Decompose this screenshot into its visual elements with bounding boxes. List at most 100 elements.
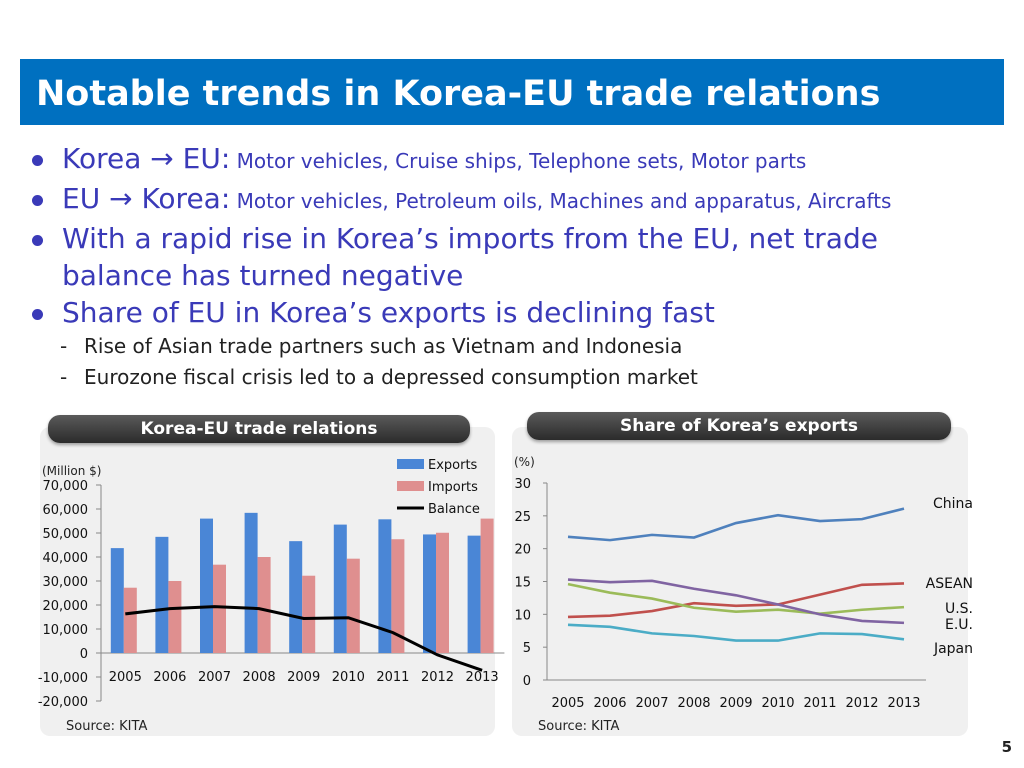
x-tick-label: 2012 xyxy=(421,670,454,685)
bullet-main: Share of EU in Korea’s exports is declin… xyxy=(62,296,715,329)
x-tick-label: 2012 xyxy=(845,696,878,711)
y-tick-label: 60,000 xyxy=(43,503,89,518)
bullet-trade-balance: With a rapid rise in Korea’s imports fro… xyxy=(30,220,1010,294)
title-bar: Notable trends in Korea-EU trade relatio… xyxy=(20,59,1004,125)
slide-title: Notable trends in Korea-EU trade relatio… xyxy=(36,74,881,114)
sub-bullet-text: Rise of Asian trade partners such as Vie… xyxy=(84,334,683,358)
bar-exports xyxy=(110,548,124,653)
bar-imports xyxy=(480,518,494,653)
x-tick-label: 2005 xyxy=(551,696,584,711)
x-tick-label: 2013 xyxy=(466,670,499,685)
x-tick-label: 2013 xyxy=(887,696,920,711)
bullet-dot-icon xyxy=(32,195,43,206)
y-tick-label: 10,000 xyxy=(43,623,89,638)
y-tick-label: 0 xyxy=(80,647,88,662)
y-tick-label: 20 xyxy=(514,543,531,558)
legend-swatch-imports xyxy=(397,481,424,491)
x-tick-label: 2007 xyxy=(198,670,231,685)
x-tick-label: 2006 xyxy=(593,696,626,711)
y-tick-label: 70,000 xyxy=(43,479,89,494)
x-tick-label: 2008 xyxy=(677,696,710,711)
trade-bar-chart: (Million $)70,000 60,000 50,000 40,000 30,00… xyxy=(38,458,505,734)
dash-icon: - xyxy=(60,334,68,358)
bar-exports xyxy=(289,541,303,653)
page-number: 5 xyxy=(1001,738,1012,756)
chart-source: Source: KITA xyxy=(66,719,147,734)
x-tick-label: 2009 xyxy=(287,670,320,685)
legend-label-balance: Balance xyxy=(428,502,480,517)
series-line-asean xyxy=(567,582,905,619)
y-axis-unit: (Million $) xyxy=(42,464,101,478)
y-tick-label: 5 xyxy=(523,641,531,656)
series-line-japan xyxy=(567,623,905,642)
legend-label-imports: Imports xyxy=(428,480,478,495)
bar-imports xyxy=(168,581,182,653)
series-line-eu xyxy=(567,578,905,625)
y-tick-label: 30 xyxy=(514,477,531,492)
balance-line xyxy=(125,605,483,672)
chart-source: Source: KITA xyxy=(538,719,619,734)
bar-exports xyxy=(155,536,169,653)
bullet-line-1: With a rapid rise in Korea’s imports fro… xyxy=(62,222,878,255)
series-line-china xyxy=(567,507,905,542)
bar-imports xyxy=(257,557,271,653)
sub-bullet-text: Eurozone fiscal crisis led to a depresse… xyxy=(84,365,698,389)
y-tick-label: 40,000 xyxy=(43,551,89,566)
bar-exports xyxy=(378,519,392,653)
bar-imports xyxy=(436,532,449,653)
bar-exports xyxy=(333,524,347,653)
bullet-list: Korea → EU: Motor vehicles, Cruise ships… xyxy=(30,140,1010,393)
bullet-eu-share: Share of EU in Korea’s exports is declin… xyxy=(30,294,1010,331)
bullet-dot-icon xyxy=(32,309,43,320)
x-tick-label: 2011 xyxy=(376,670,409,685)
x-tick-label: 2010 xyxy=(332,670,365,685)
series-label-eu: E.U. xyxy=(945,617,973,633)
series-label-asean: ASEAN xyxy=(926,576,973,592)
sub-bullet: - Eurozone fiscal crisis led to a depres… xyxy=(30,362,1010,393)
series-label-japan: Japan xyxy=(933,641,973,657)
bar-imports xyxy=(302,575,316,653)
bar-imports xyxy=(123,587,137,653)
series-label-us: U.S. xyxy=(945,601,973,617)
bar-exports xyxy=(467,535,481,653)
share-line-chart: (%) 30 25 20 15 10 5 0 2005 2006 2007 2008 2009 2010 2… xyxy=(514,455,973,734)
bar-exports xyxy=(423,534,436,653)
y-tick-label: 25 xyxy=(514,510,531,525)
legend-swatch-exports xyxy=(397,459,424,469)
bullet-detail: Motor vehicles, Cruise ships, Telephone … xyxy=(230,149,807,173)
bullet-main: Korea → EU: xyxy=(62,142,231,175)
y-tick-label: 50,000 xyxy=(43,527,89,542)
x-tick-label: 2007 xyxy=(635,696,668,711)
bullet-dot-icon xyxy=(32,155,43,166)
y-tick-label: 10 xyxy=(514,608,531,623)
legend-label-exports: Exports xyxy=(428,458,478,473)
y-axis-unit: (%) xyxy=(514,455,535,469)
sub-bullet: - Rise of Asian trade partners such as V… xyxy=(30,331,1010,362)
bullet-main: EU → Korea: xyxy=(62,182,231,215)
bar-imports xyxy=(391,539,405,653)
y-tick-label: 15 xyxy=(514,576,531,591)
bullet-line-2: balance has turned negative xyxy=(62,259,464,292)
bullet-eu-to-korea: EU → Korea: Motor vehicles, Petroleum oi… xyxy=(30,180,1010,220)
x-tick-label: 2006 xyxy=(153,670,186,685)
bullet-detail: Motor vehicles, Petroleum oils, Machines… xyxy=(230,189,892,213)
x-tick-label: 2008 xyxy=(243,670,276,685)
y-tick-label: 0 xyxy=(523,674,531,689)
trade-chart-title: Korea-EU trade relations xyxy=(48,415,470,443)
bullet-dot-icon xyxy=(32,235,43,246)
y-tick-label: 30,000 xyxy=(43,575,89,590)
y-tick-label: -20,000 xyxy=(38,695,88,710)
y-tick-label: 20,000 xyxy=(43,599,89,614)
bar-exports xyxy=(244,512,258,653)
bar-imports xyxy=(346,558,360,653)
x-tick-label: 2009 xyxy=(719,696,752,711)
series-line-us xyxy=(567,582,905,615)
dash-icon: - xyxy=(60,365,68,389)
x-tick-label: 2005 xyxy=(109,670,142,685)
share-chart-title: Share of Korea’s exports xyxy=(527,412,951,440)
x-tick-label: 2011 xyxy=(803,696,836,711)
bullet-korea-to-eu: Korea → EU: Motor vehicles, Cruise ships… xyxy=(30,140,1010,180)
bar-exports xyxy=(200,518,213,653)
y-tick-label: -10,000 xyxy=(38,671,88,686)
series-label-china: China xyxy=(933,496,973,512)
